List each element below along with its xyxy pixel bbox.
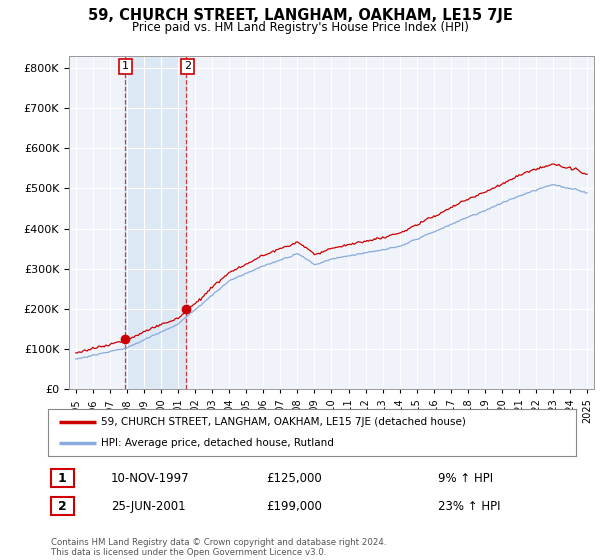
Text: Contains HM Land Registry data © Crown copyright and database right 2024.
This d: Contains HM Land Registry data © Crown c… [51, 538, 386, 557]
Text: £125,000: £125,000 [266, 472, 322, 486]
Text: 9% ↑ HPI: 9% ↑ HPI [438, 472, 493, 486]
Text: 23% ↑ HPI: 23% ↑ HPI [438, 500, 500, 514]
Text: 10-NOV-1997: 10-NOV-1997 [111, 472, 190, 486]
Text: 25-JUN-2001: 25-JUN-2001 [111, 500, 185, 514]
Text: HPI: Average price, detached house, Rutland: HPI: Average price, detached house, Rutl… [101, 438, 334, 448]
Text: 59, CHURCH STREET, LANGHAM, OAKHAM, LE15 7JE: 59, CHURCH STREET, LANGHAM, OAKHAM, LE15… [88, 8, 512, 24]
Text: Price paid vs. HM Land Registry's House Price Index (HPI): Price paid vs. HM Land Registry's House … [131, 21, 469, 34]
Text: 2: 2 [58, 500, 67, 513]
Text: 1: 1 [122, 62, 129, 71]
Text: 2: 2 [184, 62, 191, 71]
Bar [125, 56, 186, 389]
Text: 59, CHURCH STREET, LANGHAM, OAKHAM, LE15 7JE (detached house): 59, CHURCH STREET, LANGHAM, OAKHAM, LE15… [101, 417, 466, 427]
Text: 1: 1 [58, 472, 67, 485]
Text: £199,000: £199,000 [266, 500, 322, 514]
